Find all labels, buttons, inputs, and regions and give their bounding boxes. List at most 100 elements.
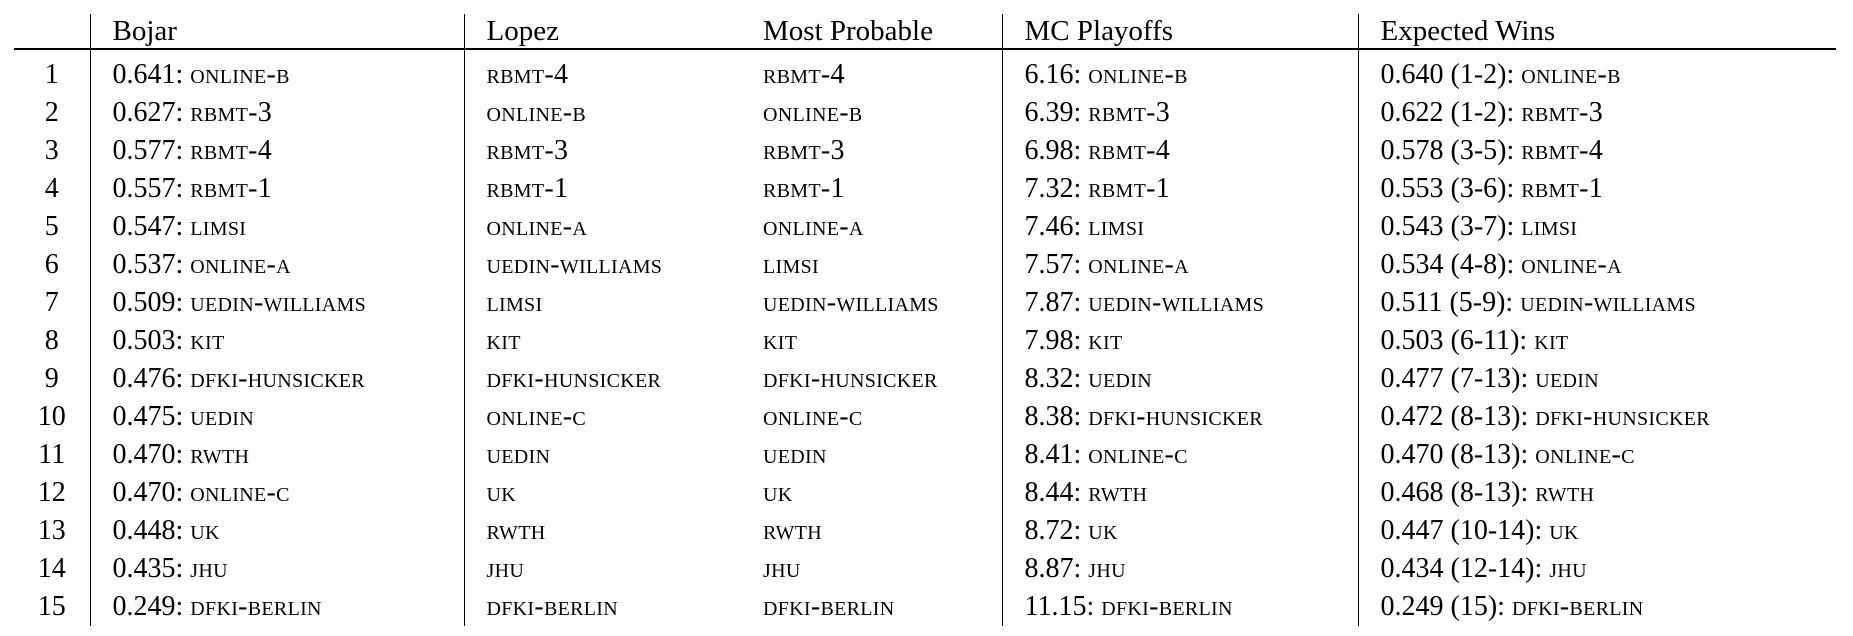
- bojar-score: 0.503:: [112, 325, 184, 356]
- ew-system: online-c: [1535, 439, 1635, 470]
- mc-playoffs-cell: 8.72: uk: [1001, 512, 1358, 550]
- bojar-cell: 0.537: online-a: [89, 246, 464, 284]
- ew-system: rwth: [1535, 477, 1595, 508]
- most-probable-cell: rbmt-3: [741, 132, 1002, 170]
- mc-score: 6.98:: [1024, 135, 1082, 166]
- bojar-system: rbmt-1: [190, 173, 273, 204]
- lopez-cell: rbmt-4: [463, 49, 741, 94]
- expected-wins-cell: 0.622 (1-2): rbmt-3: [1357, 94, 1836, 132]
- ew-system: dfki-berlin: [1511, 591, 1644, 622]
- most-probable-cell: rbmt-4: [741, 49, 1002, 94]
- ew-score: 0.578 (3-5):: [1380, 135, 1515, 166]
- most-probable-cell: jhu: [741, 550, 1002, 588]
- most-probable-cell: rbmt-1: [741, 170, 1002, 208]
- table-row: 5 0.547: limsi online-a online-a 7.46: limsi…: [14, 208, 1836, 246]
- bojar-system: uedin-williams: [190, 287, 366, 318]
- rank-cell: 9: [44, 363, 59, 394]
- most-probable-cell: online-a: [741, 208, 1002, 246]
- mc-system: uedin: [1088, 363, 1152, 394]
- mc-playoffs-cell: 11.15: dfki-berlin: [1001, 588, 1358, 626]
- bojar-score: 0.627:: [112, 97, 184, 128]
- lopez-system: online-c: [486, 401, 586, 432]
- most-probable-system: online-a: [763, 211, 864, 242]
- most-probable-system: uk: [763, 477, 793, 508]
- ew-system: rbmt-4: [1521, 135, 1604, 166]
- bojar-system: online-a: [190, 249, 291, 280]
- lopez-cell: online-a: [463, 208, 741, 246]
- mc-playoffs-cell: 8.38: dfki-hunsicker: [1001, 398, 1358, 436]
- bojar-cell: 0.503: kit: [89, 322, 464, 360]
- lopez-cell: uedin-williams: [463, 246, 741, 284]
- mc-playoffs-cell: 6.98: rbmt-4: [1001, 132, 1358, 170]
- header-most-probable: Most Probable: [741, 14, 1002, 50]
- ew-score: 0.553 (3-6):: [1380, 173, 1515, 204]
- bojar-score: 0.557:: [112, 173, 184, 204]
- ew-system: jhu: [1549, 553, 1587, 584]
- ew-score: 0.470 (8-13):: [1380, 439, 1529, 470]
- rank-cell: 4: [44, 173, 59, 204]
- table-row: 6 0.537: online-a uedin-williams limsi 7.57:…: [14, 246, 1836, 284]
- mc-system: kit: [1088, 325, 1123, 356]
- ew-score: 0.468 (8-13):: [1380, 477, 1529, 508]
- bojar-cell: 0.470: online-c: [89, 474, 464, 512]
- bojar-score: 0.470:: [112, 439, 184, 470]
- mc-score: 8.87:: [1024, 553, 1082, 584]
- lopez-cell: uk: [463, 474, 741, 512]
- expected-wins-cell: 0.503 (6-11): kit: [1357, 322, 1836, 360]
- mc-playoffs-cell: 6.16: online-b: [1001, 49, 1358, 94]
- ew-score: 0.477 (7-13):: [1380, 363, 1529, 394]
- bojar-cell: 0.641: online-b: [89, 49, 464, 94]
- mc-score: 8.72:: [1024, 515, 1082, 546]
- lopez-system: dfki-hunsicker: [486, 363, 662, 394]
- expected-wins-cell: 0.468 (8-13): rwth: [1357, 474, 1836, 512]
- mc-playoffs-cell: 8.87: jhu: [1001, 550, 1358, 588]
- most-probable-system: rbmt-4: [763, 59, 845, 90]
- most-probable-system: uedin: [763, 439, 827, 470]
- table-row: 13 0.448: uk rwth rwth 8.72: uk 0.447 (10-14)…: [14, 512, 1836, 550]
- lopez-system: limsi: [486, 287, 543, 318]
- ew-system: kit: [1534, 325, 1569, 356]
- bojar-score: 0.641:: [112, 59, 184, 90]
- most-probable-cell: rwth: [741, 512, 1002, 550]
- mc-score: 11.15:: [1024, 591, 1095, 622]
- most-probable-system: dfki-berlin: [763, 591, 895, 622]
- most-probable-cell: dfki-berlin: [741, 588, 1002, 626]
- lopez-system: jhu: [486, 553, 525, 584]
- bojar-score: 0.547:: [112, 211, 184, 242]
- rank-cell: 13: [37, 515, 66, 546]
- lopez-cell: rbmt-1: [463, 170, 741, 208]
- bojar-cell: 0.627: rbmt-3: [89, 94, 464, 132]
- ew-score: 0.534 (4-8):: [1380, 249, 1515, 280]
- table-row: 2 0.627: rbmt-3 online-b online-b 6.39: rbmt…: [14, 94, 1836, 132]
- rank-cell: 15: [37, 591, 66, 622]
- mc-score: 7.87:: [1024, 287, 1082, 318]
- bojar-cell: 0.476: dfki-hunsicker: [89, 360, 464, 398]
- rank-cell: 12: [37, 477, 66, 508]
- table-row: 10 0.475: uedin online-c online-c 8.38: dfki…: [14, 398, 1836, 436]
- bojar-system: limsi: [190, 211, 247, 242]
- bojar-system: uk: [190, 515, 220, 546]
- lopez-system: rbmt-4: [486, 59, 569, 90]
- mc-system: jhu: [1088, 553, 1126, 584]
- expected-wins-cell: 0.472 (8-13): dfki-hunsicker: [1357, 398, 1836, 436]
- ew-score: 0.543 (3-7):: [1380, 211, 1515, 242]
- mc-playoffs-cell: 7.87: uedin-williams: [1001, 284, 1358, 322]
- mc-playoffs-cell: 7.32: rbmt-1: [1001, 170, 1358, 208]
- bojar-score: 0.577:: [112, 135, 184, 166]
- lopez-cell: dfki-berlin: [463, 588, 741, 626]
- lopez-cell: rwth: [463, 512, 741, 550]
- lopez-cell: rbmt-3: [463, 132, 741, 170]
- table-row: 11 0.470: rwth uedin uedin 8.41: online-c 0.4…: [14, 436, 1836, 474]
- most-probable-cell: uedin-williams: [741, 284, 1002, 322]
- rank-cell: 1: [44, 59, 59, 90]
- most-probable-system: rwth: [763, 515, 822, 546]
- mc-system: rbmt-4: [1088, 135, 1171, 166]
- table-row: 15 0.249: dfki-berlin dfki-berlin dfki-berl…: [14, 588, 1836, 626]
- bojar-system: rwth: [190, 439, 250, 470]
- rank-cell: 5: [44, 211, 59, 242]
- ew-system: online-b: [1521, 59, 1621, 90]
- mc-system: dfki-hunsicker: [1088, 401, 1263, 432]
- bojar-cell: 0.557: rbmt-1: [89, 170, 464, 208]
- ew-score: 0.434 (12-14):: [1380, 553, 1543, 584]
- ew-score: 0.622 (1-2):: [1380, 97, 1515, 128]
